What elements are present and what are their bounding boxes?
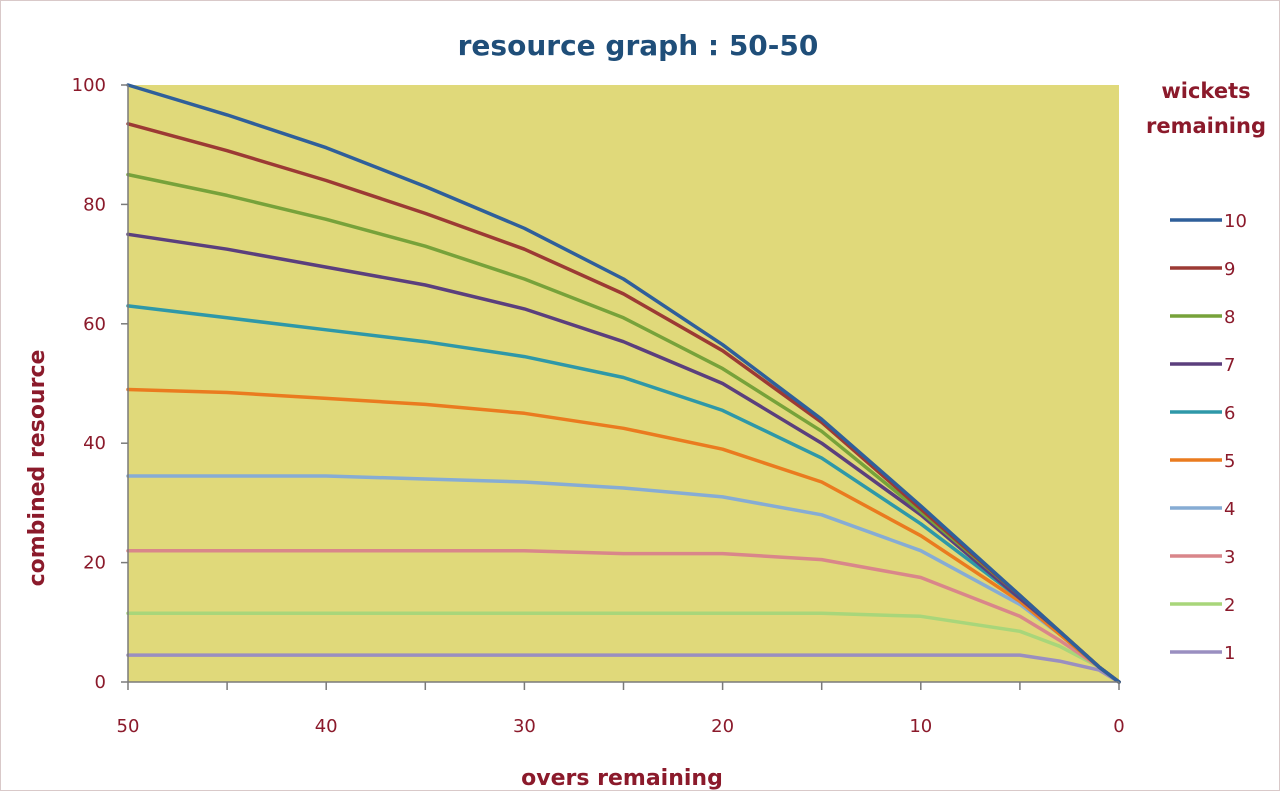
y-tick-label-100: 100 [72, 75, 106, 96]
y-tick-label-40: 40 [83, 433, 106, 454]
x-tick-label-40: 40 [315, 716, 338, 737]
series-layer [126, 83, 1121, 684]
x-tick-label-10: 10 [909, 716, 932, 737]
series-line-3-wickets [126, 548, 1121, 684]
legend-label-4: 4 [1224, 499, 1235, 520]
chart-title: resource graph : 50-50 [458, 29, 819, 62]
x-tick-label-30: 30 [513, 716, 536, 737]
legend-label-2: 2 [1224, 595, 1235, 616]
legend-label-5: 5 [1224, 451, 1235, 472]
series-line-1-wickets [126, 653, 1121, 684]
legend-title-line-1: wickets [1161, 79, 1250, 103]
y-tick-label-60: 60 [83, 314, 106, 335]
plot-area [128, 85, 1119, 682]
legend-label-3: 3 [1224, 547, 1235, 568]
x-tick-label-50: 50 [117, 716, 140, 737]
x-tick-label-20: 20 [711, 716, 734, 737]
series-line-2-wickets [126, 611, 1121, 684]
legend-label-7: 7 [1224, 355, 1235, 376]
y-tick-label-20: 20 [83, 553, 106, 574]
series-line-10-wickets [126, 83, 1121, 684]
legend-label-1: 1 [1224, 643, 1235, 664]
legend-label-10: 10 [1224, 211, 1247, 232]
legend: 10 9 8 7 6 5 4 3 2 1 [1170, 211, 1247, 664]
legend-title-line-2: remaining [1146, 114, 1266, 138]
x-axis-label: overs remaining [521, 766, 723, 791]
legend-label-6: 6 [1224, 403, 1235, 424]
x-tick-label-0: 0 [1113, 716, 1124, 737]
legend-label-9: 9 [1224, 259, 1235, 280]
y-tick-label-80: 80 [83, 194, 106, 215]
legend-label-8: 8 [1224, 307, 1235, 328]
y-axis-label: combined resource [25, 350, 50, 587]
series-line-5-wickets [126, 387, 1121, 684]
y-tick-label-0: 0 [95, 672, 106, 693]
